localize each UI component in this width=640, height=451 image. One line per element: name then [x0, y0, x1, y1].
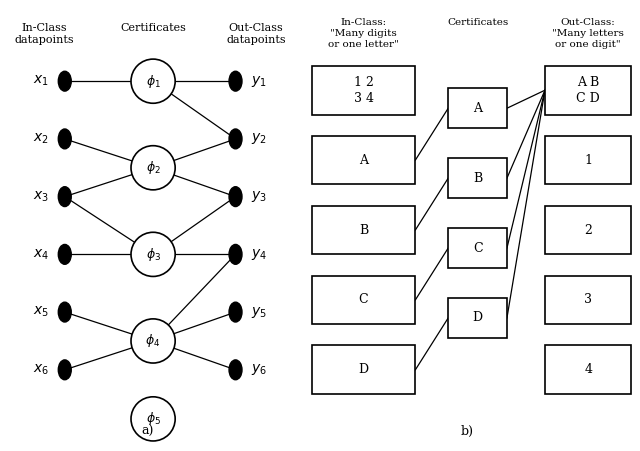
FancyBboxPatch shape — [545, 276, 631, 324]
Text: b): b) — [461, 424, 474, 437]
Text: $x_1$: $x_1$ — [33, 74, 49, 88]
Text: $\phi_1$: $\phi_1$ — [145, 73, 161, 90]
Circle shape — [229, 129, 242, 149]
FancyBboxPatch shape — [448, 158, 507, 198]
Text: 2: 2 — [584, 224, 592, 236]
Circle shape — [229, 360, 242, 380]
Text: $x_2$: $x_2$ — [33, 132, 49, 146]
Text: In-Class:
"Many digits
or one letter": In-Class: "Many digits or one letter" — [328, 18, 399, 49]
Text: B: B — [473, 172, 482, 184]
FancyBboxPatch shape — [448, 298, 507, 338]
Circle shape — [58, 71, 71, 91]
FancyBboxPatch shape — [545, 66, 631, 115]
Ellipse shape — [131, 232, 175, 276]
Circle shape — [58, 244, 71, 264]
FancyBboxPatch shape — [448, 228, 507, 268]
Circle shape — [58, 187, 71, 207]
Ellipse shape — [131, 319, 175, 363]
Text: Out-Class:
"Many letters
or one digit": Out-Class: "Many letters or one digit" — [552, 18, 624, 49]
FancyBboxPatch shape — [312, 345, 415, 394]
Text: $y_6$: $y_6$ — [251, 362, 267, 377]
Text: 1 2
3 4: 1 2 3 4 — [353, 76, 374, 105]
Circle shape — [229, 187, 242, 207]
Text: Certificates: Certificates — [120, 23, 186, 32]
Text: $\phi_4$: $\phi_4$ — [145, 332, 161, 350]
Ellipse shape — [131, 397, 175, 441]
Text: $x_3$: $x_3$ — [33, 189, 49, 204]
Text: 3: 3 — [584, 294, 592, 306]
Circle shape — [229, 302, 242, 322]
Text: a): a) — [141, 424, 154, 437]
Circle shape — [229, 244, 242, 264]
Text: A: A — [359, 154, 368, 166]
Circle shape — [58, 360, 71, 380]
FancyBboxPatch shape — [448, 88, 507, 128]
Ellipse shape — [131, 59, 175, 103]
Text: 1: 1 — [584, 154, 592, 166]
Text: A B
C D: A B C D — [576, 76, 600, 105]
FancyBboxPatch shape — [545, 345, 631, 394]
Ellipse shape — [131, 146, 175, 190]
Text: $x_5$: $x_5$ — [33, 305, 49, 319]
Text: $\phi_2$: $\phi_2$ — [146, 159, 161, 176]
FancyBboxPatch shape — [545, 136, 631, 184]
Text: $y_5$: $y_5$ — [251, 304, 267, 320]
Text: 4: 4 — [584, 364, 592, 376]
Text: $\phi_3$: $\phi_3$ — [145, 246, 161, 263]
Text: C: C — [473, 242, 483, 254]
Circle shape — [229, 71, 242, 91]
Text: Out-Class
datapoints: Out-Class datapoints — [227, 23, 286, 45]
Text: $x_4$: $x_4$ — [33, 247, 49, 262]
FancyBboxPatch shape — [312, 276, 415, 324]
Text: $x_6$: $x_6$ — [33, 363, 49, 377]
Text: $y_3$: $y_3$ — [251, 189, 267, 204]
Text: A: A — [473, 102, 482, 115]
Text: $\phi_5$: $\phi_5$ — [145, 410, 161, 428]
Text: $y_2$: $y_2$ — [251, 131, 267, 147]
Text: Certificates: Certificates — [447, 18, 508, 27]
FancyBboxPatch shape — [312, 206, 415, 254]
FancyBboxPatch shape — [545, 206, 631, 254]
Text: In-Class
datapoints: In-Class datapoints — [14, 23, 74, 45]
Text: $y_4$: $y_4$ — [251, 247, 267, 262]
Circle shape — [58, 302, 71, 322]
Text: D: D — [358, 364, 369, 376]
FancyBboxPatch shape — [312, 136, 415, 184]
Text: B: B — [359, 224, 368, 236]
FancyBboxPatch shape — [312, 66, 415, 115]
Circle shape — [58, 129, 71, 149]
Text: $y_1$: $y_1$ — [251, 74, 267, 89]
Text: C: C — [358, 294, 369, 306]
Text: D: D — [472, 312, 483, 324]
